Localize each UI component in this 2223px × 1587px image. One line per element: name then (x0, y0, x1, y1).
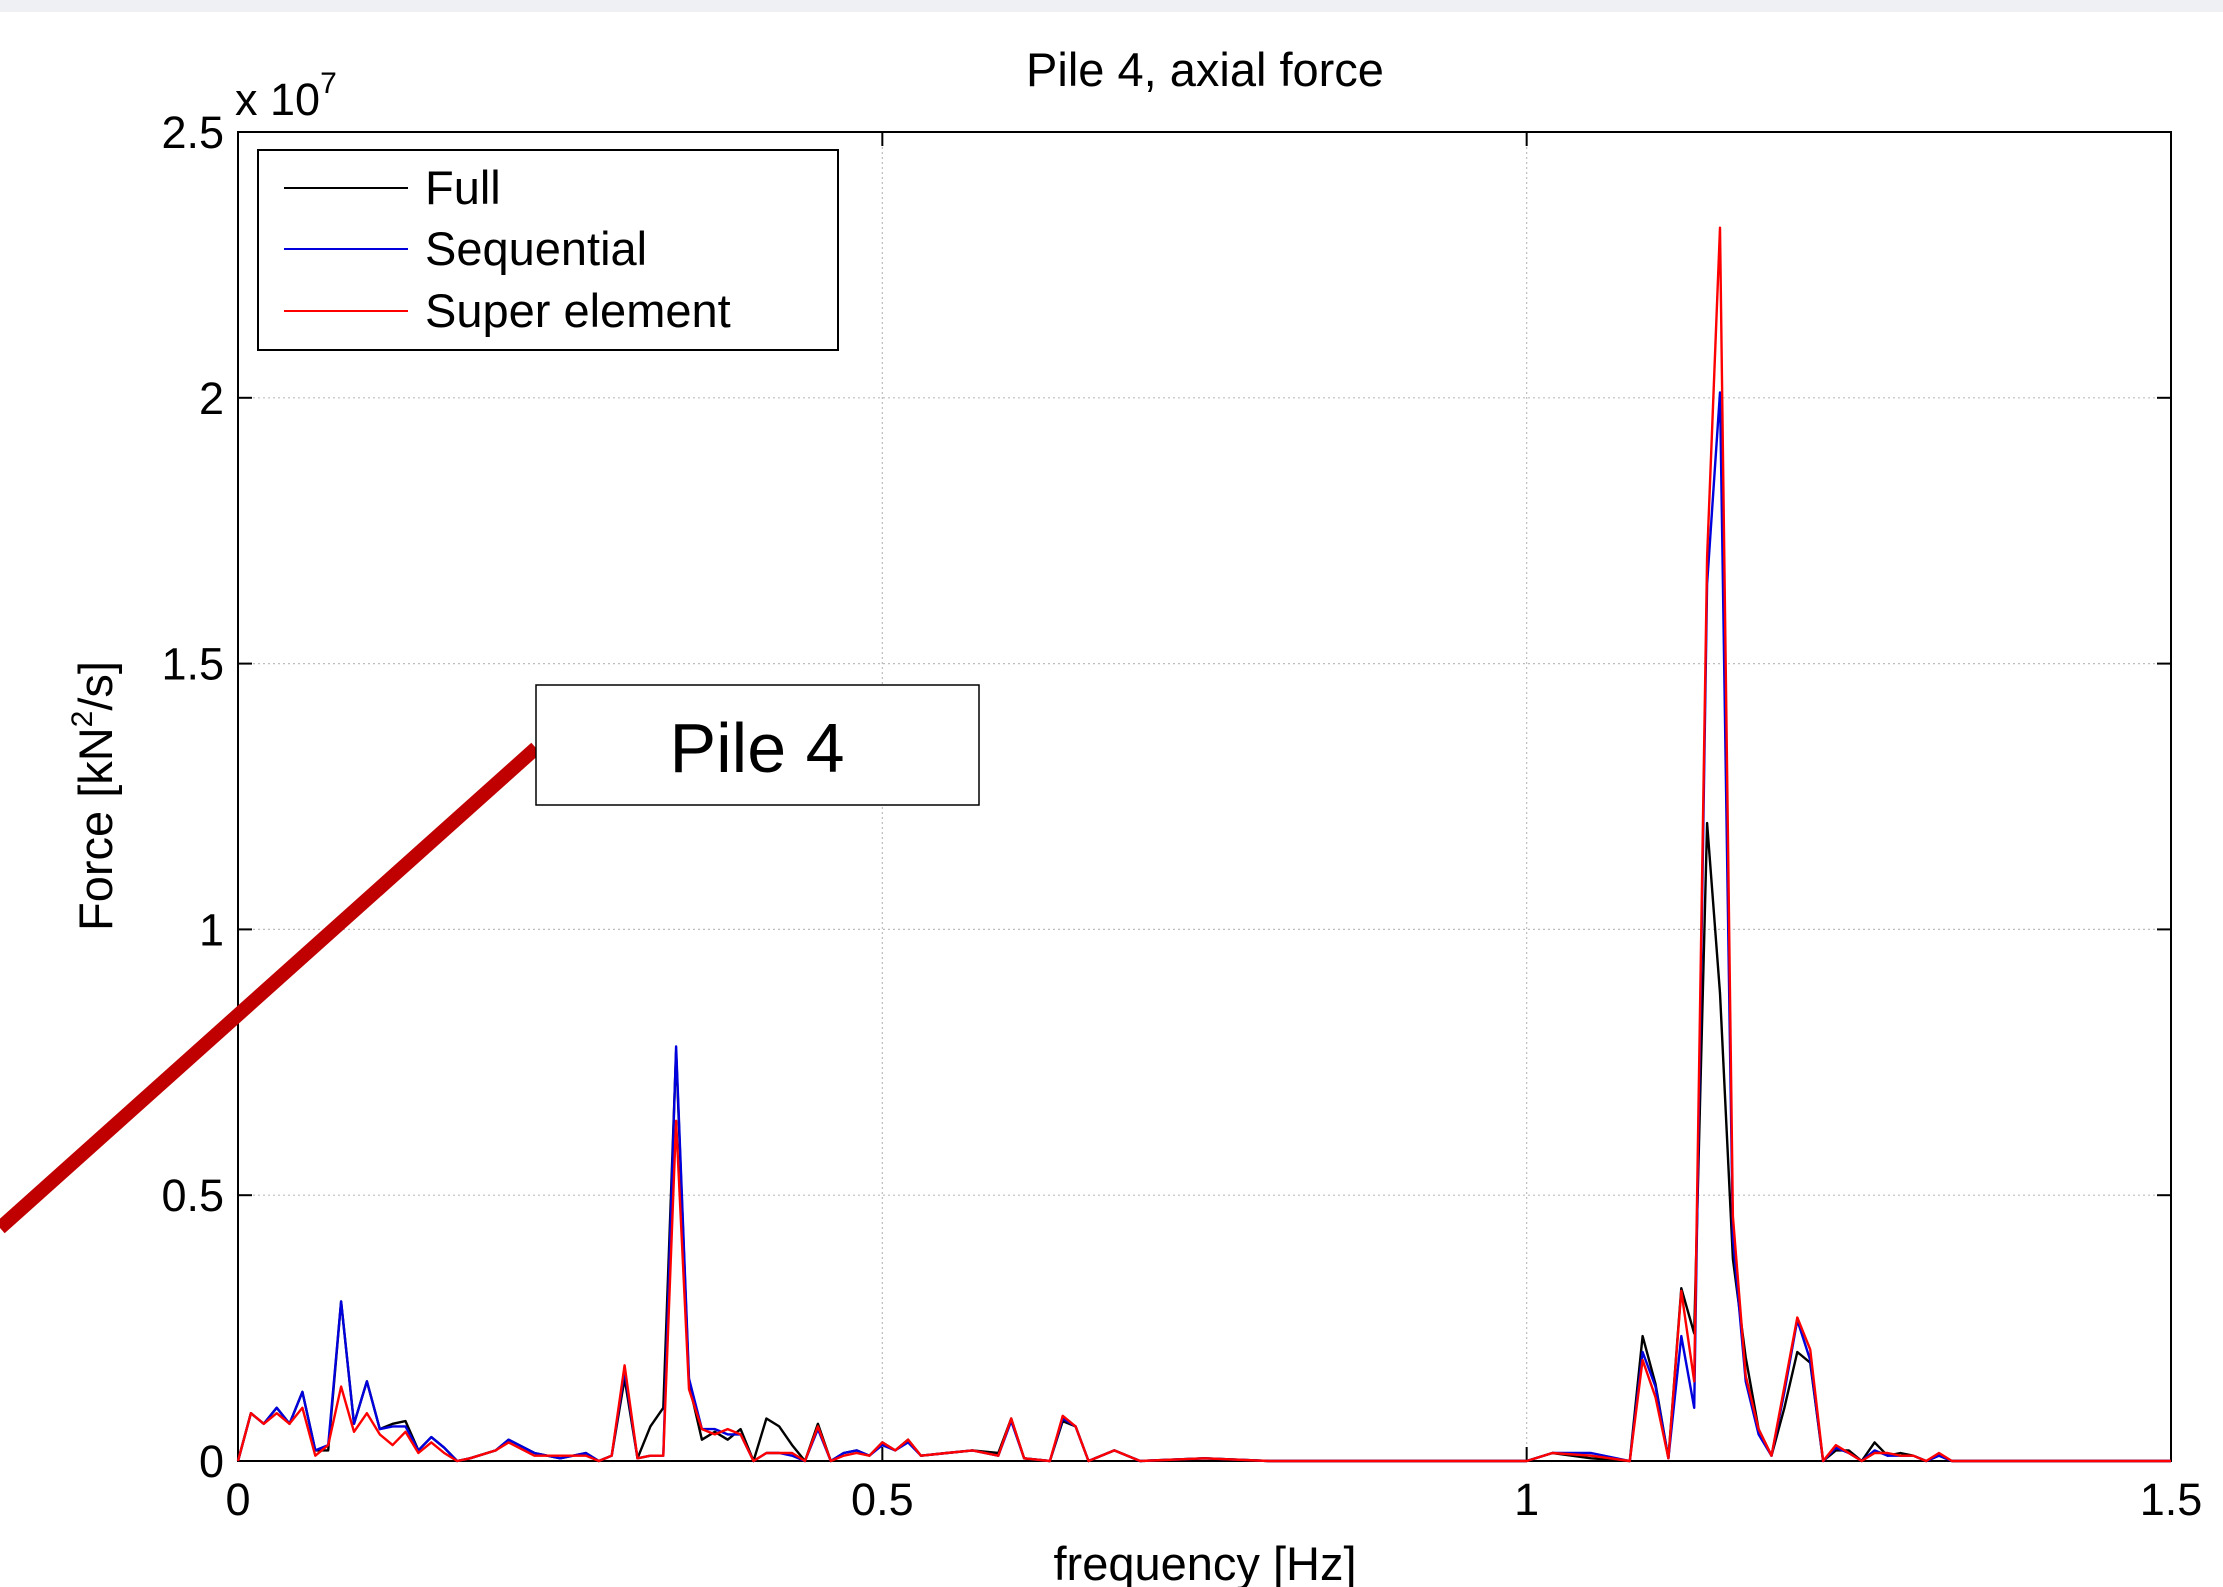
annotation-box (535, 684, 980, 806)
series-line-full (236, 821, 2171, 1463)
legend-label-sequential: Sequential (425, 222, 647, 275)
y-tick-label: 2.5 (161, 107, 224, 158)
y-tick-label: 0 (199, 1436, 224, 1487)
series-group (236, 226, 2171, 1463)
chart-title: Pile 4, axial force (1026, 43, 1384, 96)
y-tick-label: 1.5 (161, 639, 224, 690)
series-line-super-element (236, 226, 2171, 1463)
x-tick-label: 0.5 (851, 1474, 914, 1525)
annotation-label: Pile 4 (669, 709, 844, 787)
grid-lines (238, 132, 2171, 1461)
x-axis-label: frequency [Hz] (1053, 1537, 1356, 1587)
axis-ticks: 0 0.5 1 1.5 0 0.5 1 1.5 2 2.5 (161, 107, 2202, 1525)
legend: Full Sequential Super element (257, 149, 839, 351)
series-line-sequential (236, 391, 2171, 1463)
annotation-pointer (0, 742, 541, 1234)
y-axis-label: Force [kN2/s] (66, 661, 122, 931)
legend-label-full: Full (425, 161, 501, 214)
y-tick-label: 1 (199, 904, 224, 955)
y-exponent-label: x 107 (235, 67, 337, 125)
y-tick-label: 0.5 (161, 1170, 224, 1221)
x-tick-label: 0 (225, 1474, 250, 1525)
y-tick-label: 2 (199, 373, 224, 424)
top-strip (0, 0, 2223, 12)
legend-label-super-element: Super element (425, 284, 731, 337)
x-tick-label: 1 (1514, 1474, 1539, 1525)
x-tick-label: 1.5 (2140, 1474, 2203, 1525)
plot-frame (237, 131, 2172, 1462)
